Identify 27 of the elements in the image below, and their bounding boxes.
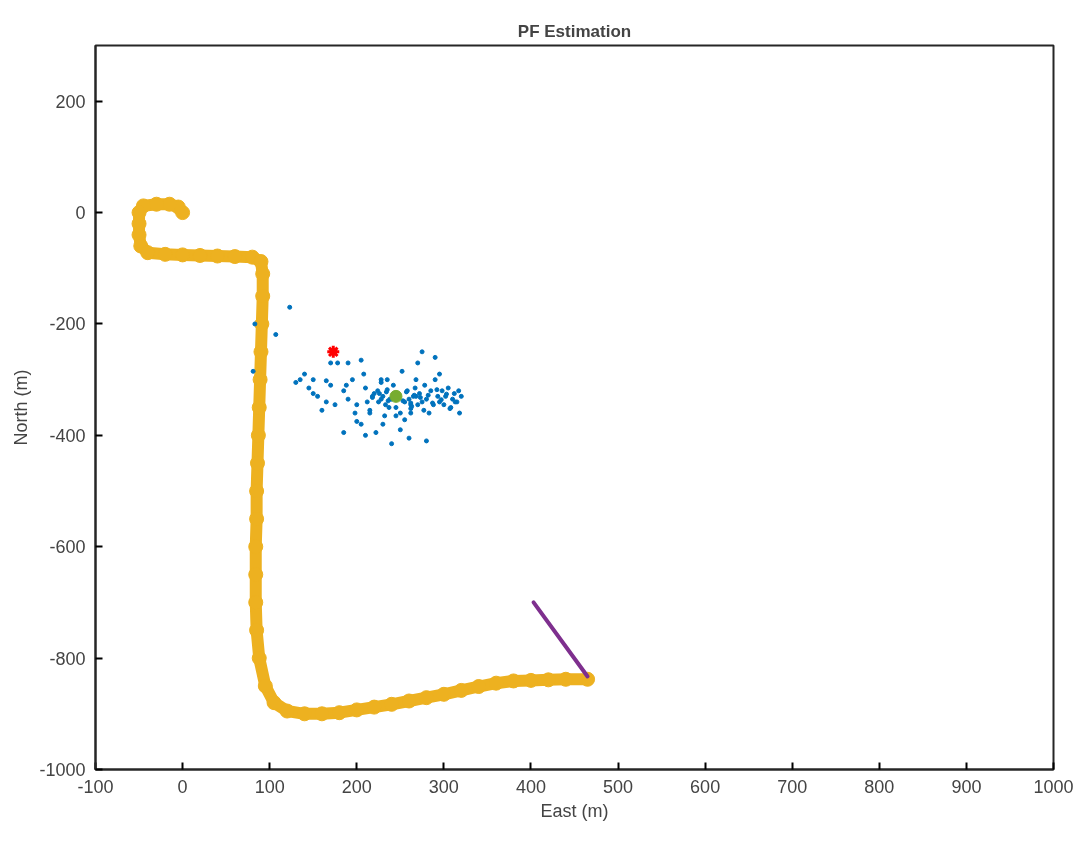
x-axis-title: East (m)	[540, 800, 609, 821]
x-tick-label: 0	[177, 776, 188, 797]
x-tick-label: 700	[777, 776, 808, 797]
point	[257, 678, 273, 694]
point	[453, 682, 469, 698]
y-tick-label: -400	[49, 425, 86, 446]
chart-title: PF Estimation	[517, 21, 632, 41]
x-tick-label: 800	[864, 776, 895, 797]
y-tick-label: -800	[49, 648, 86, 669]
x-tick-label: 300	[428, 776, 459, 797]
x-tick-label: 1000	[1033, 776, 1074, 797]
x-tick-label: 400	[515, 776, 546, 797]
y-axis-title: North (m)	[11, 369, 32, 446]
x-tick-label: 600	[690, 776, 721, 797]
point	[325, 344, 341, 360]
point	[436, 686, 452, 702]
point	[488, 675, 504, 691]
x-tick-label: 500	[603, 776, 634, 797]
x-tick-label: 200	[341, 776, 372, 797]
point	[389, 389, 403, 403]
point	[266, 695, 282, 711]
x-tick-label: 100	[254, 776, 285, 797]
x-tick-label: 900	[951, 776, 982, 797]
y-tick-label: -200	[49, 314, 86, 335]
y-tick-label: 0	[75, 203, 86, 224]
y-tick-label: 200	[55, 91, 86, 112]
y-tick-label: -600	[49, 537, 86, 558]
